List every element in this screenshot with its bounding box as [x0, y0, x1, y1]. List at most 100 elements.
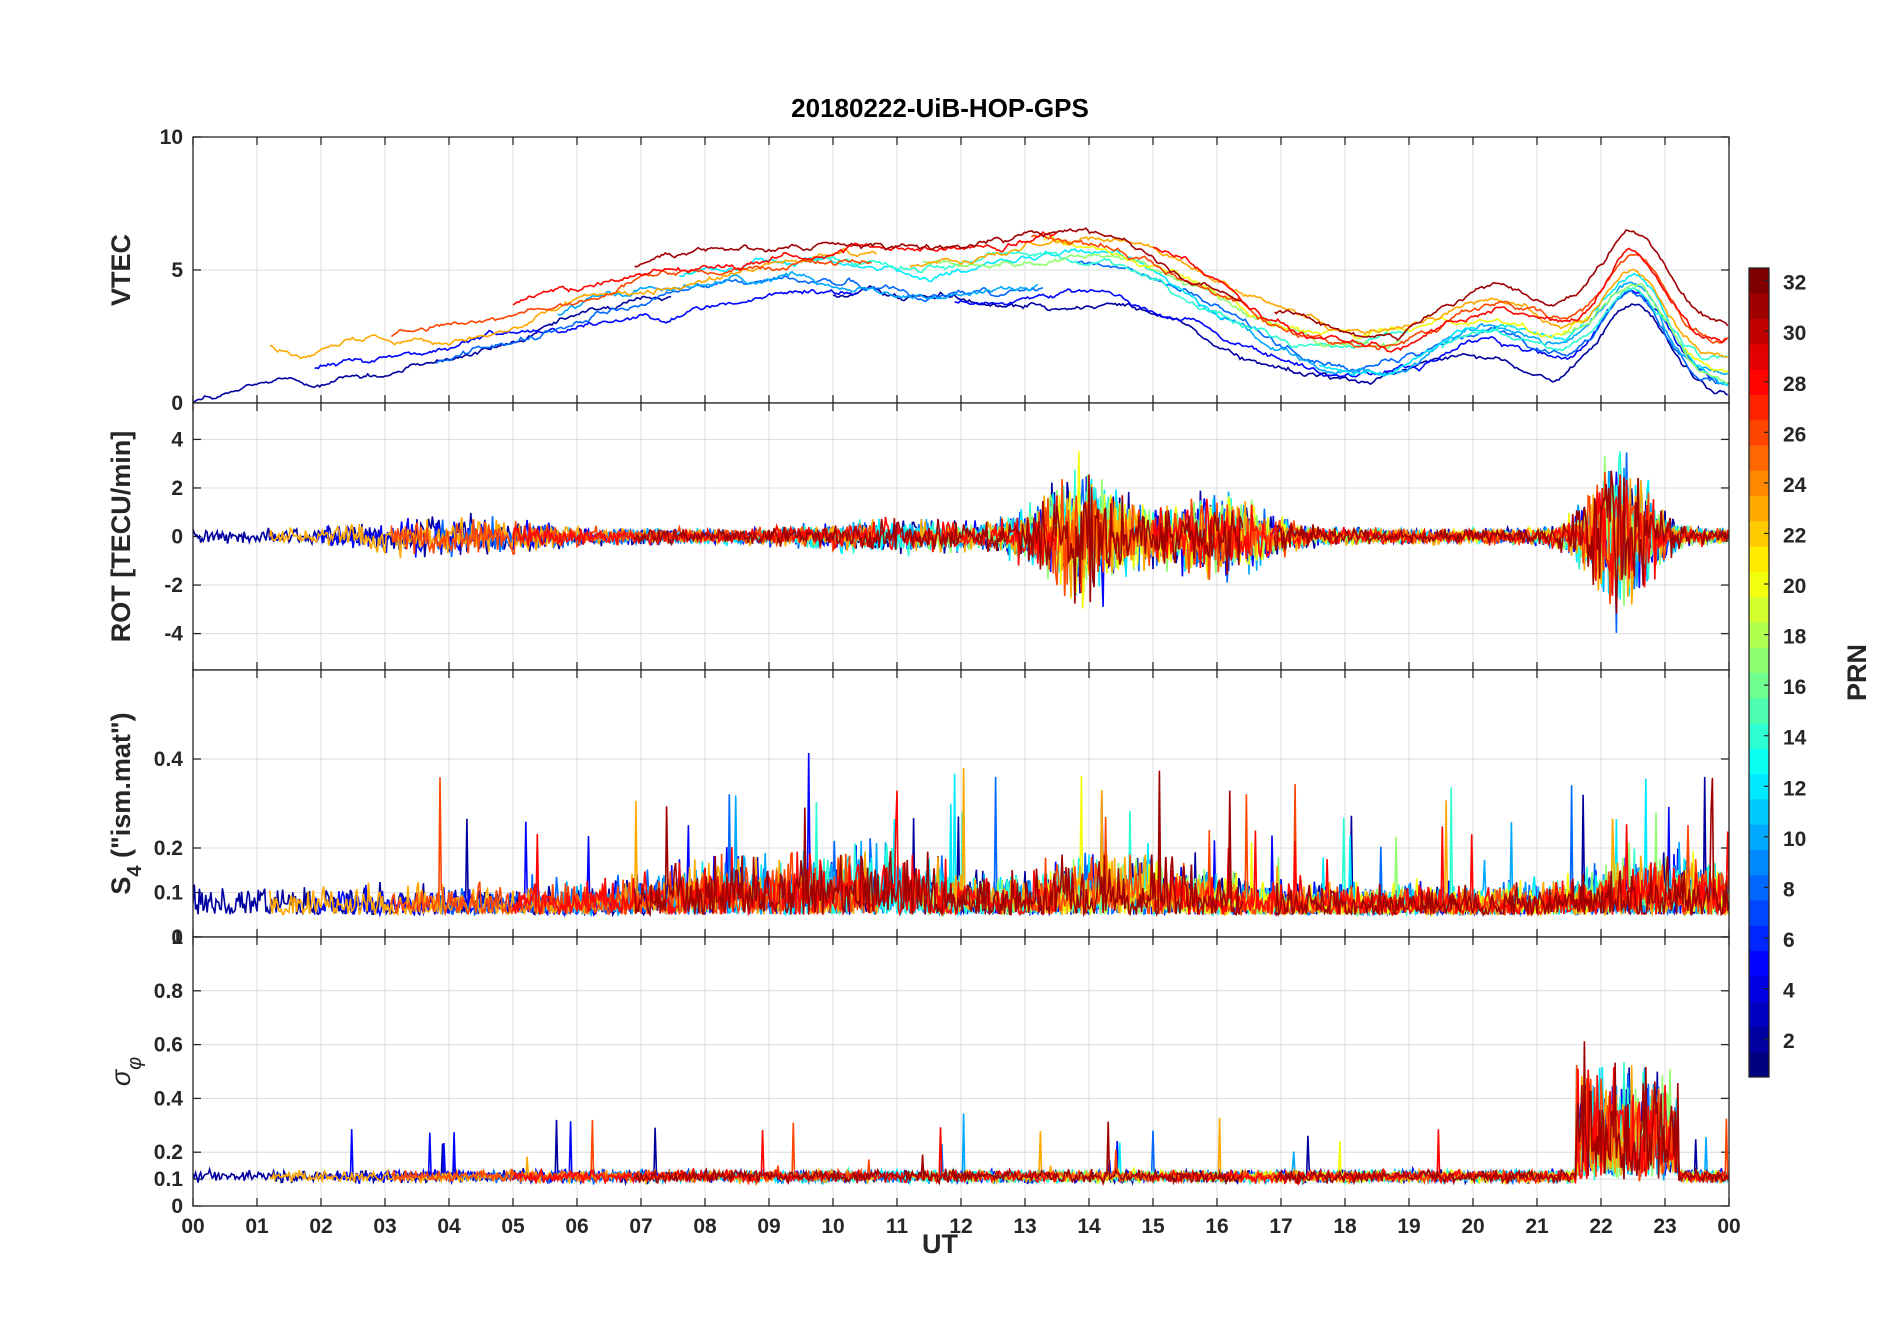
colorbar-level	[1749, 495, 1769, 522]
x-tick-label: 16	[1205, 1215, 1228, 1238]
x-tick-label: 17	[1269, 1215, 1292, 1238]
x-tick-label: 11	[886, 1215, 909, 1238]
colorbar-tick-label: 2	[1783, 1030, 1795, 1053]
colorbar-level	[1749, 925, 1769, 952]
colorbar-level	[1749, 900, 1769, 926]
y-tick-label: 0.1	[154, 1168, 184, 1191]
colorbar-level	[1749, 621, 1769, 648]
colorbar-level	[1749, 1001, 1769, 1027]
y-tick-label: 4	[171, 428, 183, 451]
colorbar-level	[1749, 824, 1769, 850]
colorbar-tick-label: 18	[1783, 626, 1807, 649]
y-tick-label: 1	[171, 926, 183, 949]
colorbar-level	[1749, 773, 1769, 800]
panel-vtec: 0 5 10 VTEC	[106, 126, 1730, 415]
panel-vtec-series	[193, 227, 1729, 403]
colorbar-level	[1749, 470, 1769, 497]
series-prn-5	[314, 288, 1729, 386]
colorbar-label: PRN	[1842, 644, 1872, 701]
y-tick-label: 0	[171, 526, 183, 549]
y-tick-label: 0	[171, 1195, 183, 1218]
colorbar-level	[1749, 571, 1769, 598]
y-axis-label-vtec: VTEC	[106, 234, 136, 306]
colorbar-level	[1749, 697, 1769, 724]
y-axis-label-sigma: σφ	[106, 1057, 146, 1086]
y-tick-label: 0.2	[154, 1141, 183, 1164]
x-axis-label: UT	[922, 1229, 958, 1259]
x-tick-label: 01	[245, 1215, 269, 1238]
colorbar-tick-label: 16	[1783, 676, 1806, 699]
series-prn-17	[922, 252, 1729, 385]
y-tick-label: 0	[171, 926, 183, 949]
panel-sigma-series	[193, 1041, 1729, 1187]
x-tick-label: 20	[1461, 1215, 1484, 1238]
colorbar-level	[1749, 394, 1769, 421]
colorbar-level	[1749, 1051, 1769, 1078]
panel-rot: -4 -2 0 2 4 ROT [TECU/min]	[106, 402, 1730, 671]
x-tick-label: 12	[949, 1215, 972, 1238]
x-tick-label: 19	[1397, 1215, 1420, 1238]
series-prn-31	[633, 770, 1729, 918]
y-tick-label: 0.6	[154, 1034, 183, 1057]
y-tick-label: 0.8	[154, 980, 184, 1003]
x-tick-label: 13	[1013, 1215, 1036, 1238]
y-tick-label: 0.4	[154, 748, 184, 771]
colorbar-level	[1749, 647, 1769, 673]
series-prn-20	[1043, 234, 1729, 374]
colorbar-level	[1749, 975, 1769, 1002]
colorbar-level	[1749, 293, 1769, 320]
colorbar-tick-label: 26	[1783, 423, 1806, 446]
x-tick-label: 00	[181, 1215, 204, 1238]
x-tick-label: 00	[1717, 1215, 1740, 1238]
x-tick-label: 09	[757, 1215, 780, 1238]
colorbar-tick-label: 12	[1783, 777, 1806, 800]
x-tick-label: 15	[1141, 1215, 1165, 1238]
colorbar-level	[1749, 723, 1769, 749]
y-axis-label-rot: ROT [TECU/min]	[106, 431, 136, 642]
x-tick-label: 10	[821, 1215, 844, 1238]
colorbar-level	[1749, 672, 1769, 699]
panel-sigma: 0 0.1 0.2 0.4 0.6 0.8 1 σφ	[106, 926, 1730, 1218]
panel-s4: 0 0.1 0.2 0.4 S4 ("ism.mat")	[106, 669, 1730, 949]
colorbar-tick-label: 28	[1783, 373, 1807, 396]
colorbar-level	[1749, 343, 1769, 370]
colorbar-level	[1749, 849, 1769, 876]
series-prn-8	[435, 260, 1728, 386]
colorbar-level	[1749, 318, 1769, 345]
colorbar-frame	[1748, 267, 1770, 1078]
series-prn-14	[800, 250, 1728, 361]
series-prn-31	[634, 227, 1729, 342]
colorbar-level	[1749, 520, 1769, 547]
x-tick-label: 08	[693, 1215, 717, 1238]
colorbar-tick-label: 4	[1783, 980, 1795, 1003]
series-prn-31	[634, 1041, 1729, 1187]
panel-rot-series	[193, 451, 1729, 633]
x-tick-label: 21	[1525, 1215, 1549, 1238]
x-tick-label: 07	[629, 1215, 652, 1238]
x-tick-label: 18	[1333, 1215, 1357, 1238]
y-tick-label: 0.2	[154, 837, 183, 860]
y-tick-label: 10	[160, 126, 183, 149]
y-tick-label: -4	[164, 623, 183, 646]
chart-title: 20180222-UiB-HOP-GPS	[791, 93, 1089, 123]
y-tick-label: 2	[171, 477, 183, 500]
colorbar-tick-label: 10	[1783, 828, 1806, 851]
y-tick-label: -2	[164, 574, 183, 597]
colorbar-level	[1749, 798, 1769, 825]
colorbar-tick-label: 8	[1783, 878, 1795, 901]
x-tick-label: 23	[1653, 1215, 1676, 1238]
y-tick-label: 0.4	[154, 1087, 184, 1110]
y-axis-label-s4: S4 ("ism.mat")	[106, 712, 146, 894]
colorbar-level	[1749, 419, 1769, 446]
x-tick-label: 14	[1077, 1215, 1101, 1238]
panel-s4-series	[193, 752, 1729, 918]
y-tick-label: 0	[171, 392, 183, 415]
series-prn-31	[633, 470, 1729, 614]
x-tick-label: 22	[1589, 1215, 1612, 1238]
colorbar-level	[1749, 546, 1769, 572]
colorbar-level	[1749, 369, 1769, 395]
colorbar-tick-label: 22	[1783, 524, 1806, 547]
